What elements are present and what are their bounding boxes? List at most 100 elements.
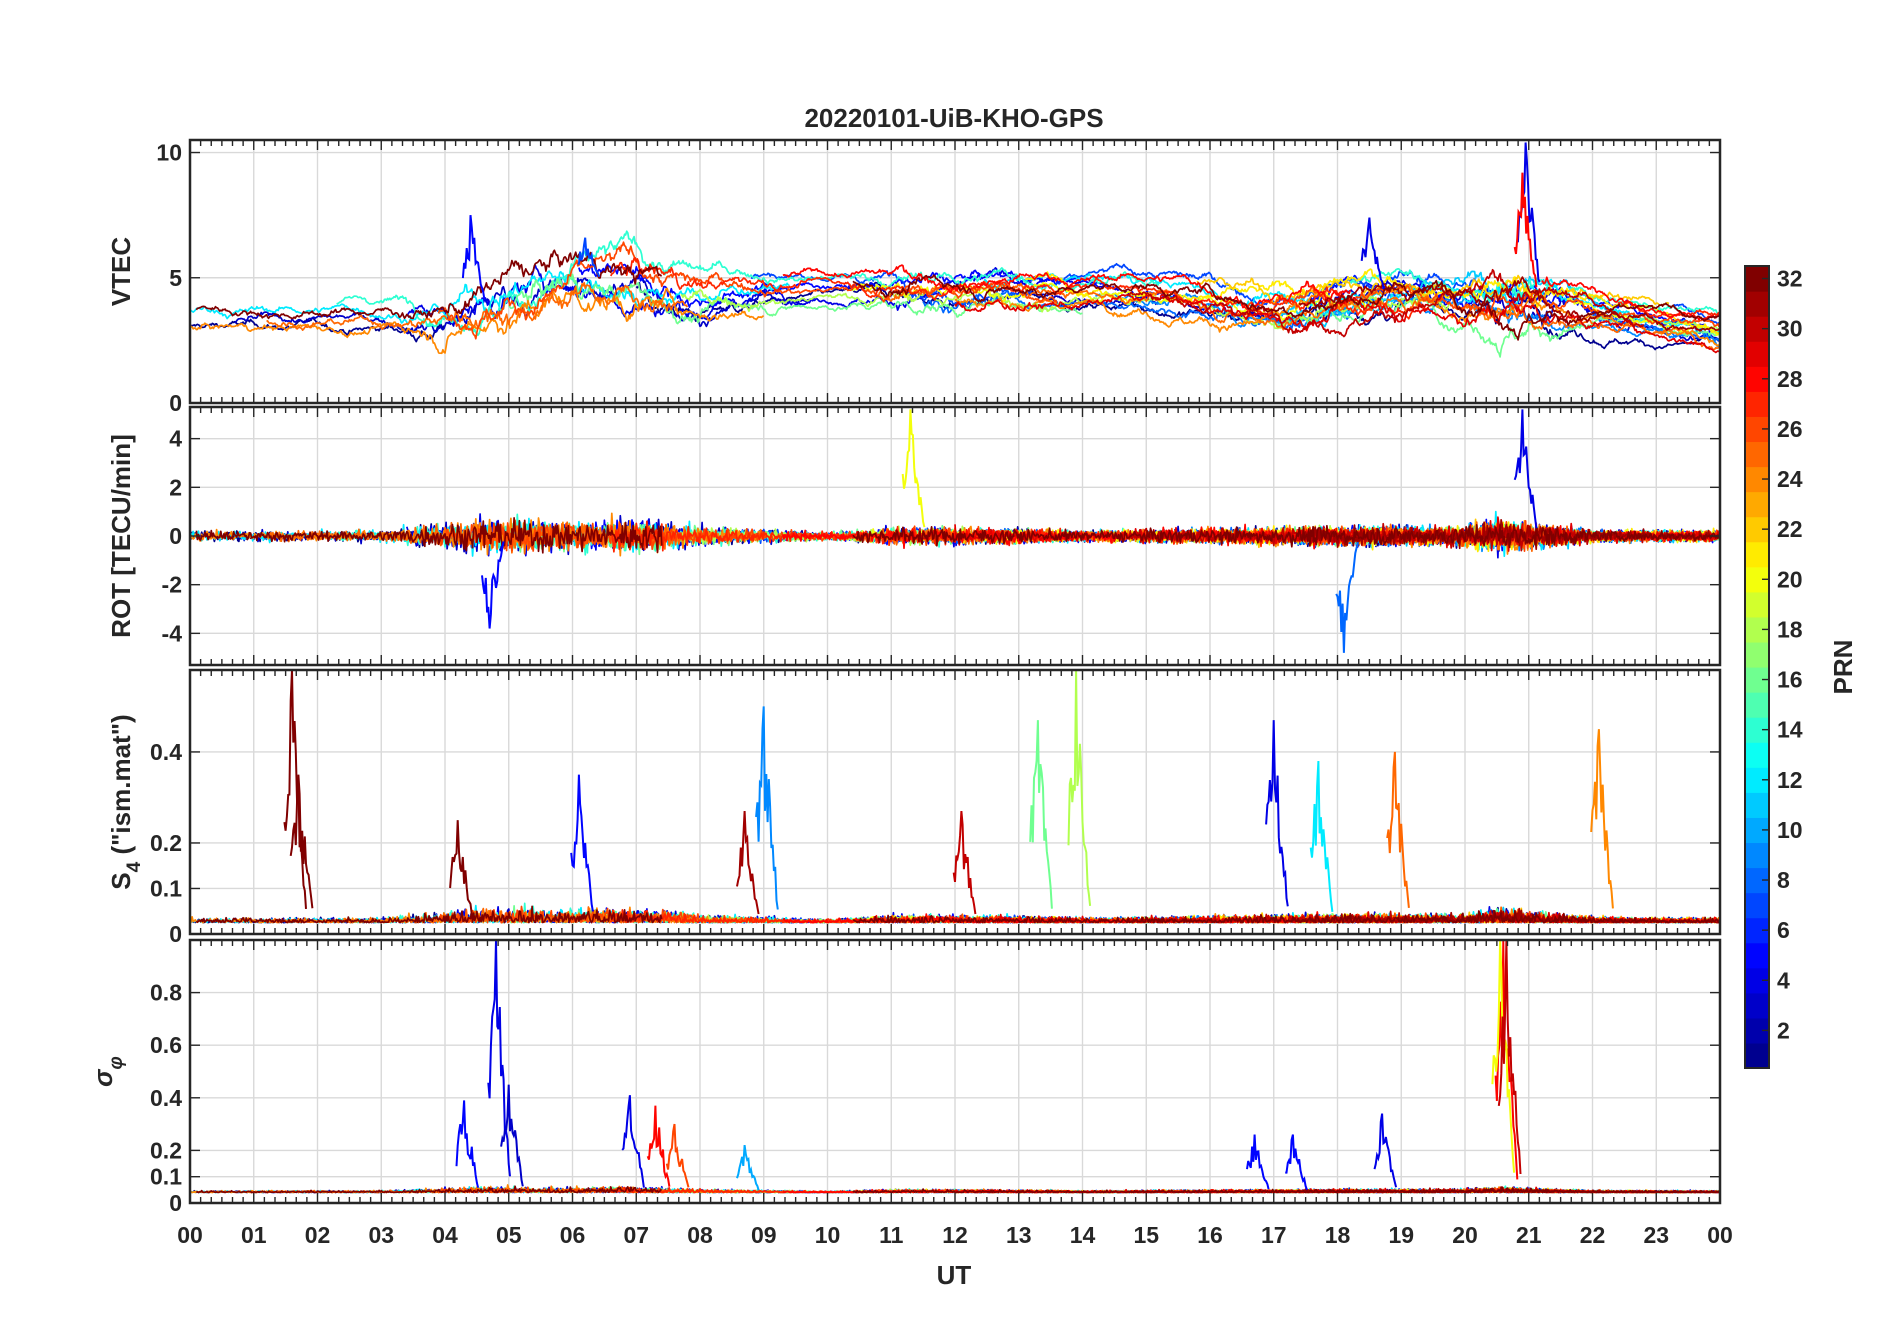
x-tick-label: 04 bbox=[432, 1222, 458, 1248]
panel-sigma: 00.10.2 0.4 0.6 0.8 σφ bbox=[88, 938, 1722, 1216]
x-tick-label: 12 bbox=[942, 1222, 968, 1248]
colorbar-tick-label: 20 bbox=[1777, 566, 1803, 592]
colorbar-tick-label: 28 bbox=[1777, 366, 1803, 392]
series-peak bbox=[952, 811, 977, 915]
series-line-prn bbox=[437, 241, 1058, 340]
x-tick-label: 21 bbox=[1516, 1222, 1542, 1248]
series-peak bbox=[1513, 172, 1538, 288]
series-line-prn bbox=[610, 257, 1428, 320]
x-tick-label: 23 bbox=[1643, 1222, 1669, 1248]
colorbar-tick-label: 6 bbox=[1777, 917, 1790, 943]
x-tick-label: 07 bbox=[623, 1222, 649, 1248]
y-axis-label: VTEC bbox=[106, 237, 136, 307]
y-tick-label: 2 bbox=[169, 474, 182, 500]
series-peak bbox=[289, 774, 314, 909]
y-axis-label-text: S bbox=[106, 872, 136, 889]
x-tick-label: 00 bbox=[177, 1222, 203, 1248]
series-peak bbox=[646, 1105, 671, 1187]
colorbar-swatch bbox=[1745, 742, 1769, 768]
data-lines bbox=[190, 940, 1720, 1194]
y-axis-label-suffix: ("ism.mat") bbox=[106, 714, 136, 861]
series-peak bbox=[283, 670, 307, 909]
colorbar-swatch bbox=[1745, 591, 1769, 618]
series-line-prn bbox=[195, 905, 663, 924]
series-peak bbox=[901, 409, 926, 528]
series-peak bbox=[500, 1084, 524, 1187]
colorbar-tick-label: 8 bbox=[1777, 867, 1790, 893]
series-peak bbox=[1373, 1113, 1398, 1188]
series-line-prn bbox=[954, 292, 1720, 354]
x-tick-label: 16 bbox=[1197, 1222, 1223, 1248]
y-tick-label: 0 bbox=[169, 523, 182, 549]
colorbar-swatch bbox=[1745, 892, 1769, 919]
data-lines bbox=[190, 670, 1720, 924]
y-axis-label-text: σ bbox=[88, 1068, 118, 1087]
colorbar-tick-label: 18 bbox=[1777, 616, 1803, 642]
y-tick-label: 0.6 bbox=[150, 1032, 182, 1058]
x-tick-label: 05 bbox=[496, 1222, 522, 1248]
series-peak bbox=[1335, 541, 1359, 653]
y-axis-label: S4 ("ism.mat") bbox=[106, 714, 145, 889]
y-axis-label-text: ROT [TECU/min] bbox=[106, 434, 136, 638]
y-tick-label: 4 bbox=[169, 426, 182, 452]
series-line-prn bbox=[1298, 518, 1720, 551]
x-tick-label: 06 bbox=[560, 1222, 586, 1248]
series-peak bbox=[455, 1100, 480, 1188]
colorbar-swatch bbox=[1745, 341, 1769, 367]
colorbar-swatch bbox=[1745, 491, 1769, 518]
y-axis-label-subscript: φ bbox=[106, 1056, 127, 1069]
colorbar-frame bbox=[1744, 265, 1770, 1069]
series-peak bbox=[1360, 217, 1385, 288]
y-tick-label: 10 bbox=[156, 140, 182, 166]
series-peak bbox=[1029, 720, 1053, 909]
series-peak bbox=[449, 820, 473, 915]
x-tick-label: 01 bbox=[241, 1222, 267, 1248]
series-line-prn bbox=[852, 281, 1376, 321]
colorbar-tick-label: 24 bbox=[1777, 466, 1803, 492]
series-peak bbox=[487, 940, 511, 1177]
colorbar-swatch bbox=[1745, 541, 1769, 568]
y-tick-label: 5 bbox=[169, 265, 182, 291]
colorbar-swatch bbox=[1745, 391, 1769, 417]
y-tick-label: 0 bbox=[169, 390, 182, 416]
series-peak bbox=[577, 237, 601, 278]
y-tick-label: 0 bbox=[169, 1190, 182, 1216]
series-peak bbox=[736, 1144, 760, 1191]
series-line-prn bbox=[852, 523, 1720, 549]
series-peak bbox=[1246, 1134, 1270, 1190]
series-peak bbox=[1590, 729, 1614, 909]
x-axis: 00 01 02 03 04 05 06 07 08 09 10 11 12 13 14 15 16 17 18 19… bbox=[177, 1222, 1733, 1248]
series-line-prn bbox=[1298, 276, 1720, 332]
colorbar-tick-label: 4 bbox=[1777, 967, 1790, 993]
colorbar-tick-label: 14 bbox=[1777, 717, 1803, 743]
series-line-prn bbox=[852, 1186, 1720, 1194]
colorbar-tick-label: 26 bbox=[1777, 416, 1803, 442]
colorbar-tick-label: 10 bbox=[1777, 817, 1803, 843]
colorbar-swatch bbox=[1745, 441, 1769, 468]
series-peak bbox=[570, 774, 594, 912]
colorbar-swatch bbox=[1745, 1042, 1769, 1069]
x-tick-label: 13 bbox=[1006, 1222, 1032, 1248]
colorbar-tick-label: 2 bbox=[1777, 1017, 1790, 1043]
series-peak bbox=[481, 541, 505, 629]
colorbar-tick-label: 30 bbox=[1777, 316, 1803, 342]
x-tick-label: 03 bbox=[368, 1222, 394, 1248]
y-axis-label-text: VTEC bbox=[106, 237, 136, 307]
x-tick-label: 10 bbox=[815, 1222, 841, 1248]
x-tick-label: 18 bbox=[1325, 1222, 1351, 1248]
y-tick-label: -4 bbox=[162, 620, 183, 646]
colorbar-label: PRN bbox=[1828, 640, 1858, 695]
panel-vtec: 0 5 10 VTEC bbox=[106, 138, 1722, 416]
x-tick-label: 11 bbox=[879, 1222, 904, 1248]
x-axis-label: UT bbox=[937, 1260, 972, 1290]
series-line-prn bbox=[852, 909, 1720, 924]
series-peak bbox=[755, 706, 779, 910]
series-line-prn bbox=[1541, 276, 1720, 321]
series-line-prn bbox=[1669, 303, 1720, 325]
y-tick-label: 0.1 bbox=[150, 1164, 182, 1190]
series-peak bbox=[736, 811, 760, 915]
series-peak bbox=[665, 1123, 690, 1188]
